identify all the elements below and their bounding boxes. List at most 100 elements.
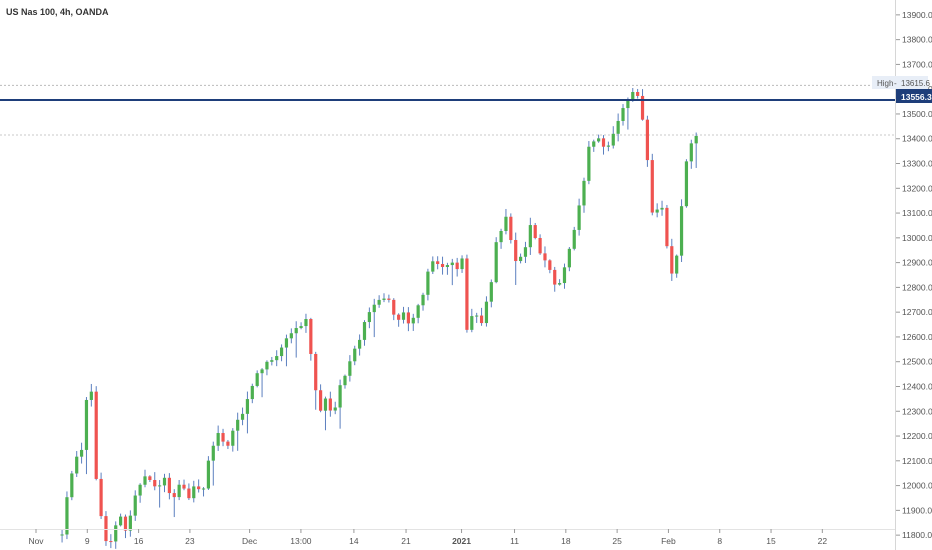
candle-up [582,180,586,206]
candle-down [455,262,459,270]
candle-up [426,271,430,295]
price-tick-label: 11900.0 [902,505,932,515]
candle-up [358,339,362,349]
candle-up [192,486,196,499]
candle-up [562,267,567,284]
candle-up [250,385,254,400]
candle-up [572,229,576,249]
candle-up [401,312,406,320]
level-label-text: 13556.3 [901,92,932,102]
candle-up [499,230,503,243]
candle-up [382,298,386,300]
candle-up [75,456,79,474]
price-tick-label: 12500.0 [902,357,932,367]
candle-down [406,312,410,324]
candle-up [79,449,84,457]
candle-up [231,430,235,446]
candle-up [489,282,493,302]
candle-down [509,216,513,241]
candle-up [333,407,337,411]
candle-up [470,316,474,330]
candle-down [640,95,645,120]
candle-down [328,398,332,411]
candle-down [104,516,108,542]
time-tick-label: 13:00 [290,536,312,546]
candle-up [592,141,596,147]
candle-down [465,258,469,330]
candle-up [631,92,635,100]
price-tick-label: 12800.0 [902,282,932,292]
candle-up [89,391,93,400]
price-tick-label: 12300.0 [902,406,932,416]
candle-down [109,541,113,543]
price-axis[interactable]: 11800.0 11900.0 12000.0 12100.0 12200.0 12300… [896,10,932,540]
candle-up [211,445,215,461]
high-dash: - [894,79,897,88]
candle-up [348,361,352,376]
candle-up [528,225,532,248]
candle-up [504,216,508,231]
candle-up [279,347,284,357]
price-tick-label: 12400.0 [902,381,932,391]
candle-up [377,299,381,305]
candle-up [597,138,601,142]
candle-down [553,269,557,285]
price-tick-label: 12200.0 [902,431,932,441]
price-tick-label: 13200.0 [902,183,932,193]
candle-up [284,338,289,348]
candle-up [475,315,479,317]
candle-up [143,476,147,485]
candle-up [660,207,664,210]
level-label: 13556.3 [896,89,932,103]
candle-down [645,119,650,161]
candle-down [187,488,191,499]
candle-up [275,356,279,361]
candle-up [343,375,347,386]
candle-down [543,253,547,261]
candle-up [216,433,220,446]
candles-layer [60,88,698,549]
candle-up [294,328,298,334]
candle-up [616,120,620,134]
price-tick-label: 12100.0 [902,456,932,466]
candle-down [670,246,674,274]
candle-up [606,145,610,147]
price-tick-label: 13000.0 [902,233,932,243]
candle-up [65,497,69,535]
high-value-text: 13615.6 [901,79,930,88]
candle-up [684,161,689,207]
time-tick-label: 2021 [452,536,471,546]
time-axis[interactable]: Nov 9 16 23 Dec 13:00 14 21 2021 11 18 25 Feb 8 15 22 [28,529,827,546]
candle-up [558,283,562,285]
candle-up [240,413,245,420]
candle-up [255,373,259,386]
candle-up [411,317,415,324]
candle-up [421,294,425,306]
price-tick-label: 12700.0 [902,307,932,317]
candle-up [133,495,137,516]
candle-up [484,301,489,324]
candle-up [445,265,450,267]
time-tick-label: 22 [818,536,828,546]
candle-up [260,369,264,374]
candle-down [167,477,171,494]
candle-up [114,525,118,542]
candle-down [436,261,440,264]
candle-down [538,237,542,254]
candle-down [148,476,152,481]
candle-up [70,473,74,498]
candle-down [601,138,606,147]
candle-up [577,205,581,230]
candle-down [514,240,518,262]
candle-down [636,92,640,96]
time-tick-label: Feb [661,536,676,546]
candle-down [479,315,484,324]
candle-up [431,261,435,272]
candle-up [206,460,211,489]
price-tick-label: 13900.0 [902,10,932,20]
candle-up [367,312,371,323]
candle-up [236,419,240,431]
chart-title: US Nas 100, 4h, OANDA [6,7,109,17]
time-tick-label: 8 [717,536,722,546]
